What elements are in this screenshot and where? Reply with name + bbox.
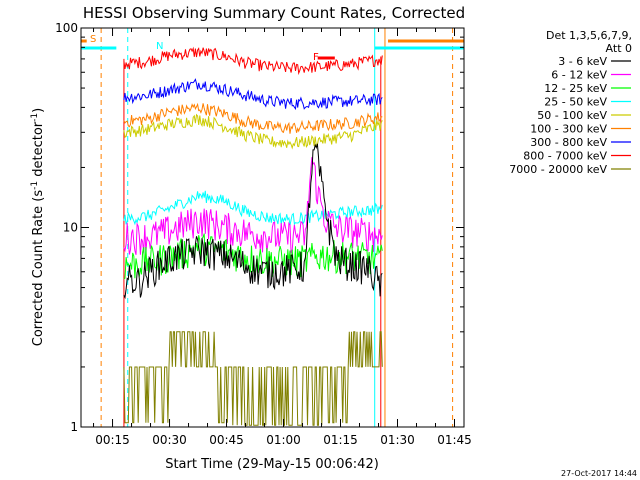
x-tick-label: 01:30	[380, 433, 415, 447]
legend-label: 6 - 12 keV	[551, 69, 607, 82]
series-line-7000-20000-kev	[123, 331, 383, 426]
legend-label: 300 - 800 keV	[530, 136, 607, 149]
legend-label: 7000 - 20000 keV	[509, 163, 607, 176]
series-line-800-7000-kev	[123, 46, 383, 76]
series-line-100-300-kev	[123, 102, 383, 134]
annotation-label: F	[313, 52, 319, 63]
legend-label: 100 - 300 keV	[530, 123, 607, 136]
chart-title: HESSI Observing Summary Count Rates, Cor…	[83, 4, 465, 22]
series-line-25-50-kev	[123, 190, 383, 226]
legend-label: 800 - 7000 keV	[523, 150, 607, 163]
series-line-3-6-kev	[123, 143, 383, 300]
y-tick-label: 10	[63, 221, 78, 235]
legend-label: 3 - 6 keV	[558, 55, 607, 68]
legend-label: 50 - 100 keV	[537, 109, 607, 122]
timestamp: 27-Oct-2017 14:44	[561, 469, 637, 478]
x-axis-label: Start Time (29-May-15 00:06:42)	[165, 457, 379, 472]
x-tick-label: 01:00	[266, 433, 301, 447]
x-tick-label: 00:45	[209, 433, 244, 447]
x-tick-label: 00:30	[152, 433, 187, 447]
series-line-50-100-kev	[123, 113, 383, 150]
series-line-300-800-kev	[123, 78, 383, 111]
x-tick-label: 01:15	[323, 433, 358, 447]
legend-header: Att 0	[606, 42, 632, 55]
x-tick-label: 01:45	[437, 433, 472, 447]
y-tick-label: 1	[70, 420, 78, 434]
x-tick-label: 00:15	[95, 433, 130, 447]
y-axis-label: Corrected Count Rate (s-1 detector-1)	[30, 108, 46, 346]
legend-label: 12 - 25 keV	[544, 82, 607, 95]
legend-header: Det 1,3,5,6,7,9,	[546, 29, 632, 42]
annotation-label: S	[90, 34, 96, 45]
legend-label: 25 - 50 keV	[544, 96, 607, 109]
series-line-6-12-kev	[123, 157, 383, 255]
annotation-label: N	[156, 41, 163, 52]
y-tick-label: 100	[55, 21, 78, 35]
